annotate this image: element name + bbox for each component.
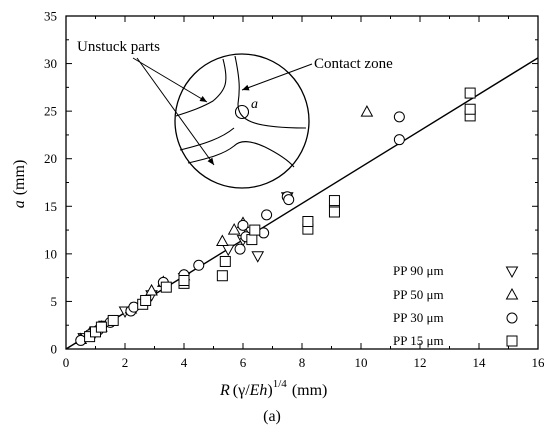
legend-symbol-pp-50-m [505,287,519,300]
legend-symbol-pp-15-m [506,335,518,347]
inset-circle [174,53,310,189]
data-point-pp-15-m [95,321,107,333]
legend-symbol-pp-90-m [505,266,519,279]
y-tick-label: 10 [44,246,57,261]
contact-zone-label: Contact zone [314,56,393,72]
inset-curve-top-left [175,58,227,117]
x-axis-label: R (γ/Eh)1/4 (mm) [219,378,327,399]
unstuck-arrow-lower [136,57,215,166]
x-tick-label: 4 [181,355,188,370]
data-markers [74,87,476,346]
unstuck-parts-label: Unstuck parts [77,39,160,55]
data-point-pp-15-m [219,255,231,267]
inset-curve-bottom-left [179,127,235,151]
plot-area-frame [65,15,539,350]
data-point-pp-15-m [107,314,119,326]
data-point-pp-15-m [328,195,340,207]
data-point-pp-15-m [178,274,190,286]
data-point-pp-30-m [234,243,246,255]
x-tick-label: 14 [473,355,487,370]
y-tick-label: 30 [44,56,57,71]
data-point-pp-50-m [227,223,241,235]
legend-label-pp-90: PP 90 μm [393,263,444,278]
data-point-pp-30-m [393,134,405,146]
axis-ticks [65,15,539,350]
data-point-pp-15-m [246,234,258,246]
legend-symbol-pp-30-m [506,312,518,324]
y-tick-labels: 0 5 10 15 20 25 30 35 [44,9,57,357]
x-tick-label: 2 [122,355,129,370]
legend: PP 90 μm PP 50 μm PP 30 μm PP 15 μm [393,263,519,348]
inset-schematic: a Contact zone Unstuck parts [77,39,393,189]
data-point-pp-30-m [261,209,273,221]
y-tick-label: 0 [51,342,58,357]
x-tick-label: 0 [63,355,70,370]
data-point-pp-15-m [216,270,228,282]
legend-symbols [505,266,519,347]
legend-label-pp-15: PP 15 μm [393,333,444,348]
figure-caption: (a) [263,408,281,425]
data-point-pp-15-m [328,206,340,218]
legend-label-pp-50: PP 50 μm [393,287,444,302]
x-tick-label: 10 [355,355,368,370]
data-point-pp-50-m [216,234,229,246]
y-axis-label: a(mm) [11,160,28,209]
data-point-pp-15-m [160,281,172,293]
x-tick-label: 16 [532,355,544,370]
legend-label-pp-30: PP 30 μm [393,310,444,325]
inset-curve-top-right [234,55,307,129]
y-tick-label: 5 [51,294,58,309]
data-point-pp-15-m [302,216,314,228]
data-point-pp-15-m [464,87,476,99]
contact-zone-arrow [241,63,313,91]
data-point-pp-30-m [393,111,405,123]
y-tick-label: 25 [44,104,57,119]
y-tick-label: 20 [44,151,57,166]
inset-a-label: a [251,97,258,112]
x-tick-label: 12 [414,355,427,370]
x-tick-labels: 0 2 4 6 8 10 12 14 16 [63,355,544,370]
data-point-pp-50-m [145,283,158,296]
x-tick-label: 8 [299,355,306,370]
data-point-pp-50-m [360,105,374,117]
unstuck-arrow-upper [132,57,208,103]
data-point-pp-15-m [249,224,261,236]
data-point-pp-30-m [193,259,205,271]
data-point-pp-90-m [221,244,235,257]
data-point-pp-30-m [283,194,295,206]
x-tick-label: 6 [240,355,247,370]
data-point-pp-15-m [464,103,476,115]
y-tick-label: 35 [44,9,57,24]
data-point-pp-15-m [140,294,152,306]
contact-zone-circle [234,104,250,120]
data-point-pp-90-m [251,251,265,263]
inset-curve-bottom-middle [187,141,295,168]
y-tick-label: 15 [44,199,57,214]
data-point-pp-30-m [237,219,249,231]
